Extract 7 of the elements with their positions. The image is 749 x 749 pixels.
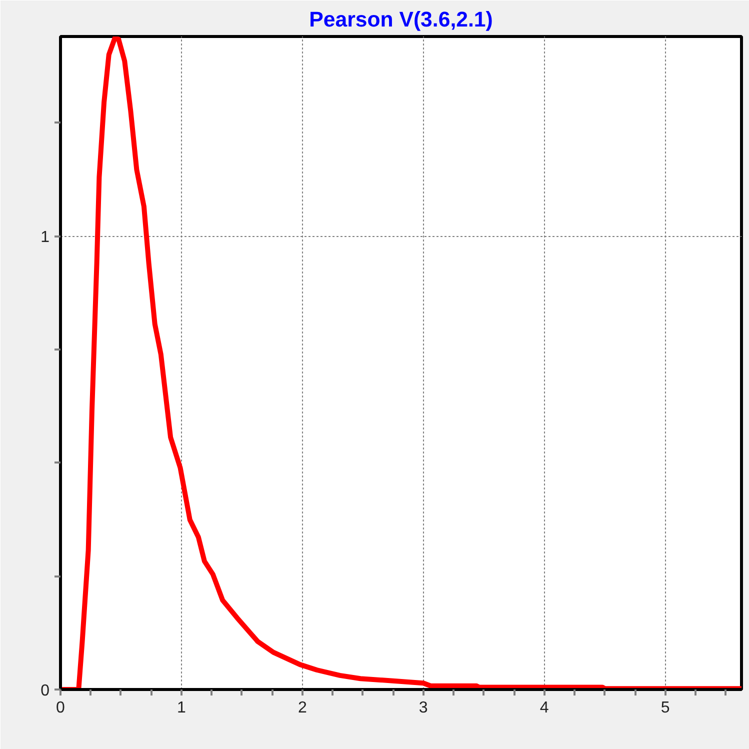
x-tick-label: 5 bbox=[660, 700, 670, 716]
x-tick-label: 1 bbox=[177, 700, 186, 716]
x-tick-label: 3 bbox=[418, 700, 428, 716]
chart-title: Pearson V(3.6,2.1) bbox=[309, 8, 493, 32]
x-tick-label: 4 bbox=[540, 700, 549, 716]
x-tick-label: 0 bbox=[56, 700, 66, 716]
x-tick-label: 2 bbox=[298, 700, 307, 716]
